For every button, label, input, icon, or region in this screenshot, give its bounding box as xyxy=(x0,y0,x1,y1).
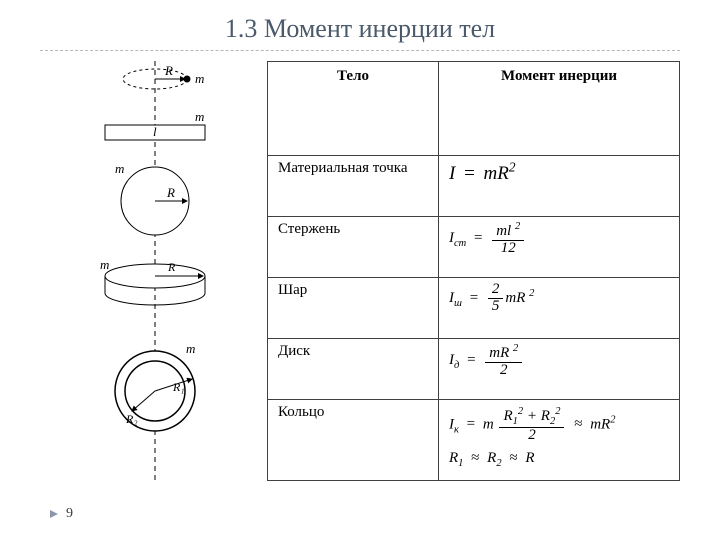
formula-cell: Iк = m R12 + R22 2 ≈ mR2 R1 ≈ R2 ≈ R xyxy=(439,400,680,481)
formula-cell: Iст = ml 212 xyxy=(439,217,680,278)
col-header-body: Тело xyxy=(268,62,439,156)
label-m-sphere: m xyxy=(115,161,124,176)
inertia-figures: R m m l R m R xyxy=(70,61,240,481)
body-cell: Шар xyxy=(268,278,439,339)
label-m-rod: m xyxy=(195,109,204,124)
body-cell: Диск xyxy=(268,339,439,400)
footer-arrow-icon xyxy=(48,508,60,520)
label-m-disk: m xyxy=(100,257,109,272)
content-row: R m m l R m R xyxy=(0,61,720,481)
table-row: Стержень Iст = ml 212 xyxy=(268,217,680,278)
table-row: Диск Iд = mR 22 xyxy=(268,339,680,400)
formula-cell: Iш = 25mR 2 xyxy=(439,278,680,339)
label-R: R xyxy=(164,63,173,78)
title-divider xyxy=(40,50,680,51)
formula-cell: Iд = mR 22 xyxy=(439,339,680,400)
table-row: Материальная точка I = mR2 xyxy=(268,156,680,217)
page-footer: 9 xyxy=(48,506,73,522)
label-R-disk: R xyxy=(167,260,176,274)
formula-cell: I = mR2 xyxy=(439,156,680,217)
label-R1: R₁ xyxy=(172,380,185,394)
label-m: m xyxy=(195,71,204,86)
figures-column: R m m l R m R xyxy=(40,61,247,481)
table-row: Шар Iш = 25mR 2 xyxy=(268,278,680,339)
label-m-ring: m xyxy=(186,341,195,356)
body-cell: Кольцо xyxy=(268,400,439,481)
page-number: 9 xyxy=(66,506,73,522)
page-title: 1.3 Момент инерции тел xyxy=(0,0,720,50)
table-row: Кольцо Iк = m R12 + R22 2 ≈ mR2 R1 ≈ R2 … xyxy=(268,400,680,481)
label-R-sphere: R xyxy=(166,185,175,200)
label-R2: R₂ xyxy=(125,412,138,426)
table-header-row: Тело Момент инерции xyxy=(268,62,680,156)
body-cell: Материальная точка xyxy=(268,156,439,217)
label-l: l xyxy=(153,124,157,139)
body-cell: Стержень xyxy=(268,217,439,278)
col-header-formula: Момент инерции xyxy=(439,62,680,156)
inertia-table: Тело Момент инерции Материальная точка I… xyxy=(267,61,680,481)
